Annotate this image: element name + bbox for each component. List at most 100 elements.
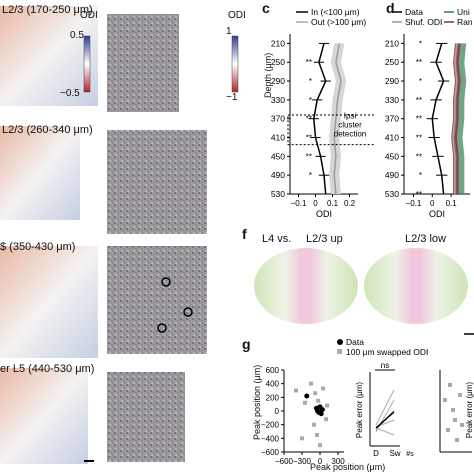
legend-text-in: In (<100 μm) xyxy=(311,7,360,17)
right-scatter-point xyxy=(460,423,464,427)
legend-text-out: Out (>100 μm) xyxy=(311,17,366,27)
band-random xyxy=(451,43,461,194)
x-tick-label: 0.1 xyxy=(446,199,458,208)
panel-f-title-up: L2/3 up xyxy=(306,233,343,245)
y-tick-label: 530 xyxy=(385,189,399,199)
panel-g-ylabel: Peak position (μm) xyxy=(252,364,262,440)
colorbar-right-max: 1 xyxy=(226,26,232,37)
colorbar-right xyxy=(231,35,239,93)
scatter-point-swapped xyxy=(316,398,321,403)
y-tick-label: 250 xyxy=(385,57,399,67)
panel-c-chart: In (<100 μm)Out (>100 μm) 210 250 290 330 370… xyxy=(271,7,374,219)
colorbar-right-title: ODI xyxy=(228,10,246,21)
y-tick-label: 450 xyxy=(271,151,285,161)
scatter-point-swapped xyxy=(318,443,322,448)
x-tick-label: −300 xyxy=(293,457,312,466)
scatter-point-swapped xyxy=(325,403,330,408)
significance-star: * xyxy=(309,77,312,86)
inset-x-tick-label: D xyxy=(373,449,379,458)
inset-significance: ns xyxy=(381,361,389,370)
y-tick-label: 400 xyxy=(266,380,280,389)
y-tick-label: 370 xyxy=(385,114,399,124)
x-tick-label: 0.1 xyxy=(327,199,339,208)
x-tick-label: −0.1 xyxy=(291,199,307,208)
inset-pair-line xyxy=(375,389,395,426)
y-tick-label: 290 xyxy=(385,76,399,86)
y-tick-label: 330 xyxy=(385,95,399,105)
scatter-point-swapped xyxy=(303,400,307,405)
series-line-out xyxy=(333,43,342,195)
map-row-label: L2/3 (260-340 μm) xyxy=(2,124,93,136)
ipsi-cluster-text: detection xyxy=(334,130,366,139)
panel-f-map-low xyxy=(364,248,468,324)
legend-text-shuf: Shuf. ODI xyxy=(405,17,442,27)
legend-text-swapped: 100 μm swapped ODI xyxy=(346,347,428,357)
significance-star: * xyxy=(419,77,422,86)
y-tick-label: 600 xyxy=(266,366,280,375)
y-tick-label: 250 xyxy=(271,57,285,67)
x-tick-label: −0.1 xyxy=(406,199,422,208)
map-row-label: $ (350-430 μm) xyxy=(0,241,76,253)
right-tick-label: #s xyxy=(406,451,414,458)
panel-letter-c: c xyxy=(262,0,270,16)
significance-star: ** xyxy=(306,58,312,67)
panel-letter-f: f xyxy=(242,226,247,242)
cluster-circle xyxy=(161,277,171,287)
right-scatter-point xyxy=(453,418,457,422)
y-tick-label: 410 xyxy=(385,133,399,143)
scatter-point-swapped xyxy=(315,432,319,437)
right-scatter-point xyxy=(455,438,459,442)
colorbar-left-max: 0.5 xyxy=(70,30,84,41)
y-tick-label: 330 xyxy=(271,95,285,105)
y-tick-label: 450 xyxy=(385,151,399,161)
significance-star: * xyxy=(419,39,422,48)
odi-map-right-row2 xyxy=(107,130,207,234)
scatter-point-data xyxy=(319,407,325,413)
panel-letter-d: d xyxy=(386,0,395,16)
y-tick-label: 290 xyxy=(271,76,285,86)
x-tick-label: 0 xyxy=(318,457,323,466)
legend-text-ran: Ran xyxy=(457,17,473,27)
y-tick-label: 210 xyxy=(385,38,399,48)
map-row-label: er L5 (440-530 μm) xyxy=(0,363,95,375)
odi-map-right-row4 xyxy=(107,372,185,462)
scatter-point-swapped xyxy=(324,417,328,422)
panel-d-chart: Data Uni Shuf. ODI Ran 210 250 290 330 370 410 450… xyxy=(385,7,473,219)
inset-mean-line xyxy=(375,411,395,429)
panel-letter-g: g xyxy=(242,336,251,352)
significance-star: * xyxy=(309,171,312,180)
x-tick-label: 0.2 xyxy=(344,199,356,208)
y-tick-label: 410 xyxy=(271,133,285,143)
panel-f-maps xyxy=(254,248,468,324)
y-tick-label: 200 xyxy=(266,393,280,402)
significance-star: ** xyxy=(416,152,422,161)
colorbar-left-min: −0.5 xyxy=(60,88,80,99)
ipsi-cluster-box xyxy=(287,114,374,146)
scatter-point-swapped xyxy=(321,386,325,391)
legend-marker-data xyxy=(337,339,343,345)
scatter-point-swapped xyxy=(300,436,304,441)
odi-map-right-row1 xyxy=(107,14,179,112)
odi-maps xyxy=(0,6,239,464)
scatter-point-swapped xyxy=(312,422,316,427)
colorbar-left xyxy=(83,35,91,93)
y-tick-label: 530 xyxy=(271,189,285,199)
right-y-label: Peak error (μm) xyxy=(465,382,474,439)
significance-star: ** xyxy=(416,96,422,105)
legend-text-data: Data xyxy=(346,337,364,347)
inset-y-label: Peak error (μm) xyxy=(355,382,364,439)
scatter-point-data xyxy=(304,393,310,399)
significance-star: ** xyxy=(416,190,422,199)
odi-map-left-row3 xyxy=(0,246,98,358)
y-tick-label: 370 xyxy=(271,114,285,124)
legend-marker-swapped xyxy=(337,349,342,354)
panel-f-left-label: L4 vs. xyxy=(262,233,292,245)
series-line-shuf xyxy=(452,43,458,194)
cluster-circle xyxy=(183,307,193,317)
x-tick-label: 0 xyxy=(430,199,435,208)
odi-map-left-row1 xyxy=(0,6,98,106)
panel-g-xlabel: Peak position (μm) xyxy=(310,462,386,472)
panel-f-title-low: L2/3 low xyxy=(405,233,446,245)
x-tick-label: −600 xyxy=(275,457,294,466)
